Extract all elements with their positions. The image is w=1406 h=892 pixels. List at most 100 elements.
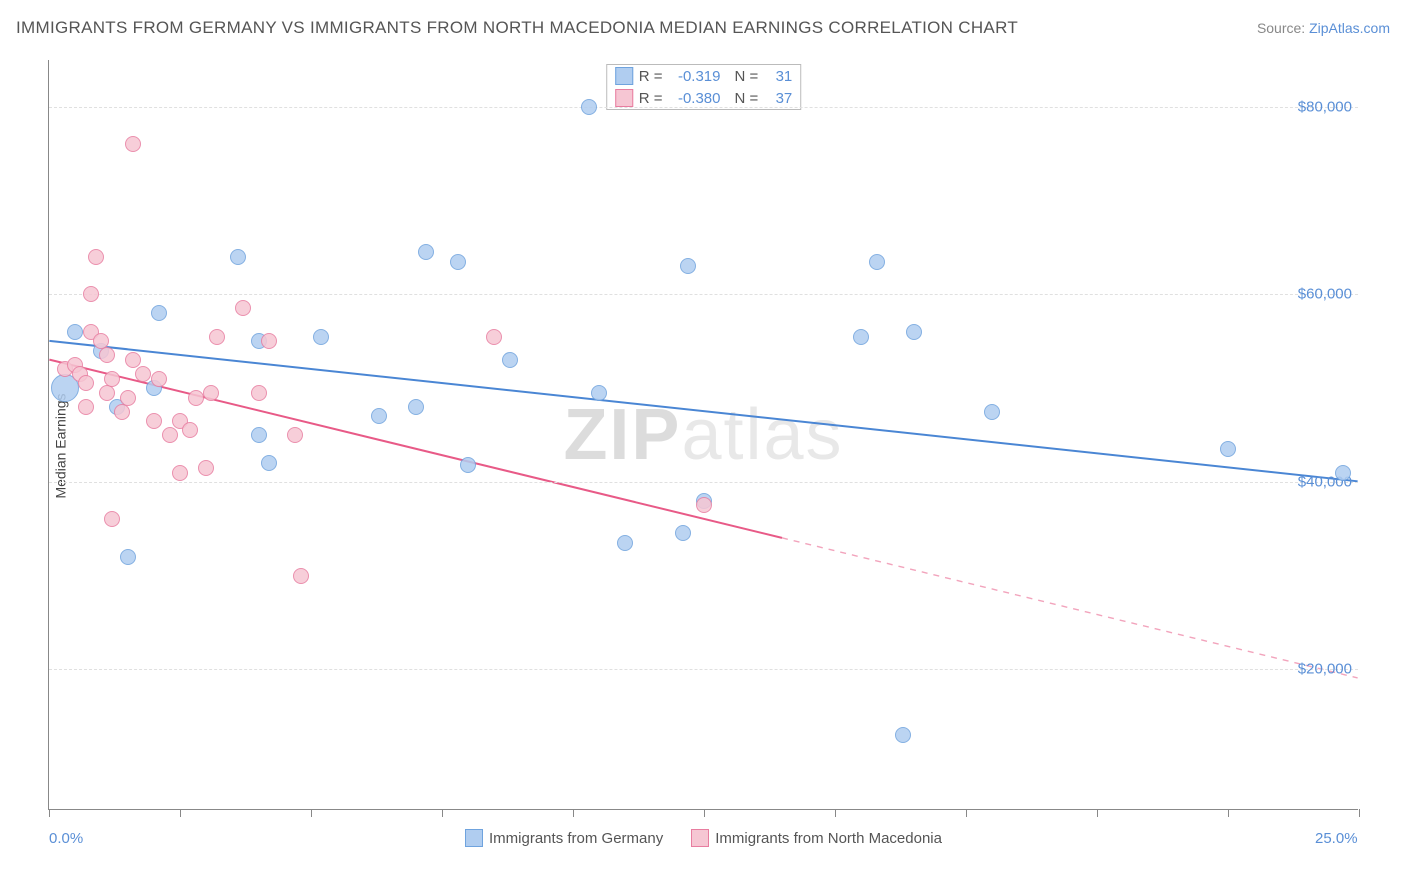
x-tick bbox=[1097, 809, 1098, 817]
stats-N-label: N = bbox=[735, 90, 759, 107]
legend-label-1: Immigrants from North Macedonia bbox=[715, 830, 942, 847]
trend-lines bbox=[49, 60, 1358, 809]
stats-N-value-1: 37 bbox=[764, 90, 792, 107]
x-tick bbox=[835, 809, 836, 817]
data-point-series-0 bbox=[581, 99, 597, 115]
source-link[interactable]: ZipAtlas.com bbox=[1309, 20, 1390, 36]
data-point-series-1 bbox=[78, 375, 94, 391]
x-tick bbox=[311, 809, 312, 817]
x-tick bbox=[49, 809, 50, 817]
data-point-series-1 bbox=[88, 249, 104, 265]
stats-N-value-0: 31 bbox=[764, 68, 792, 85]
y-gridline bbox=[49, 482, 1358, 483]
data-point-series-0 bbox=[591, 385, 607, 401]
data-point-series-1 bbox=[203, 385, 219, 401]
data-point-series-1 bbox=[198, 460, 214, 476]
watermark-atlas: atlas bbox=[681, 395, 843, 475]
y-gridline bbox=[49, 669, 1358, 670]
data-point-series-0 bbox=[450, 254, 466, 270]
data-point-series-0 bbox=[371, 408, 387, 424]
data-point-series-0 bbox=[869, 254, 885, 270]
x-tick bbox=[1359, 809, 1360, 817]
data-point-series-1 bbox=[104, 511, 120, 527]
y-tick-label: $80,000 bbox=[1298, 98, 1352, 115]
y-tick-label: $60,000 bbox=[1298, 286, 1352, 303]
data-point-series-1 bbox=[486, 329, 502, 345]
data-point-series-1 bbox=[209, 329, 225, 345]
data-point-series-0 bbox=[251, 427, 267, 443]
data-point-series-0 bbox=[906, 324, 922, 340]
x-tick bbox=[180, 809, 181, 817]
x-tick-label: 0.0% bbox=[49, 830, 83, 847]
data-point-series-1 bbox=[251, 385, 267, 401]
data-point-series-1 bbox=[135, 366, 151, 382]
data-point-series-0 bbox=[120, 549, 136, 565]
watermark: ZIPatlas bbox=[563, 394, 843, 476]
swatch-series-1 bbox=[691, 829, 709, 847]
data-point-series-0 bbox=[230, 249, 246, 265]
data-point-series-1 bbox=[162, 427, 178, 443]
x-tick bbox=[966, 809, 967, 817]
watermark-zip: ZIP bbox=[563, 395, 681, 475]
data-point-series-1 bbox=[293, 568, 309, 584]
data-point-series-1 bbox=[114, 404, 130, 420]
x-tick bbox=[704, 809, 705, 817]
data-point-series-0 bbox=[151, 305, 167, 321]
data-point-series-0 bbox=[984, 404, 1000, 420]
stats-row-series-1: R = -0.380 N = 37 bbox=[607, 87, 801, 109]
data-point-series-0 bbox=[460, 457, 476, 473]
x-tick bbox=[1228, 809, 1229, 817]
legend-label-0: Immigrants from Germany bbox=[489, 830, 663, 847]
data-point-series-0 bbox=[313, 329, 329, 345]
chart-plot-area: ZIPatlas R = -0.319 N = 31 R = -0.380 N … bbox=[48, 60, 1358, 810]
x-tick-label: 25.0% bbox=[1315, 830, 1358, 847]
source-attribution: Source: ZipAtlas.com bbox=[1257, 20, 1390, 36]
stats-row-series-0: R = -0.319 N = 31 bbox=[607, 65, 801, 87]
data-point-series-0 bbox=[418, 244, 434, 260]
source-prefix: Source: bbox=[1257, 20, 1309, 36]
data-point-series-1 bbox=[172, 465, 188, 481]
data-point-series-0 bbox=[67, 324, 83, 340]
data-point-series-1 bbox=[78, 399, 94, 415]
header: IMMIGRANTS FROM GERMANY VS IMMIGRANTS FR… bbox=[16, 18, 1390, 38]
data-point-series-1 bbox=[146, 413, 162, 429]
y-tick-label: $20,000 bbox=[1298, 661, 1352, 678]
data-point-series-0 bbox=[853, 329, 869, 345]
legend-item-0: Immigrants from Germany bbox=[465, 829, 663, 847]
data-point-series-0 bbox=[675, 525, 691, 541]
stats-R-label: R = bbox=[639, 90, 663, 107]
legend-item-1: Immigrants from North Macedonia bbox=[691, 829, 942, 847]
data-point-series-0 bbox=[1335, 465, 1351, 481]
x-tick bbox=[442, 809, 443, 817]
stats-box: R = -0.319 N = 31 R = -0.380 N = 37 bbox=[606, 64, 802, 110]
stats-R-label: R = bbox=[639, 68, 663, 85]
data-point-series-1 bbox=[287, 427, 303, 443]
y-gridline bbox=[49, 107, 1358, 108]
data-point-series-1 bbox=[104, 371, 120, 387]
data-point-series-1 bbox=[83, 286, 99, 302]
data-point-series-1 bbox=[696, 497, 712, 513]
data-point-series-0 bbox=[502, 352, 518, 368]
data-point-series-1 bbox=[182, 422, 198, 438]
stats-R-value-1: -0.380 bbox=[669, 90, 721, 107]
x-tick bbox=[573, 809, 574, 817]
trend-line-series-0 bbox=[49, 341, 1357, 481]
data-point-series-1 bbox=[261, 333, 277, 349]
page-title: IMMIGRANTS FROM GERMANY VS IMMIGRANTS FR… bbox=[16, 18, 1018, 38]
data-point-series-0 bbox=[617, 535, 633, 551]
data-point-series-1 bbox=[99, 385, 115, 401]
data-point-series-1 bbox=[188, 390, 204, 406]
data-point-series-0 bbox=[408, 399, 424, 415]
trend-line-extrapolation-series-1 bbox=[782, 538, 1358, 678]
data-point-series-0 bbox=[680, 258, 696, 274]
stats-N-label: N = bbox=[735, 68, 759, 85]
data-point-series-1 bbox=[120, 390, 136, 406]
data-point-series-1 bbox=[99, 347, 115, 363]
data-point-series-0 bbox=[1220, 441, 1236, 457]
stats-R-value-0: -0.319 bbox=[669, 68, 721, 85]
data-point-series-0 bbox=[895, 727, 911, 743]
data-point-series-0 bbox=[261, 455, 277, 471]
page-root: IMMIGRANTS FROM GERMANY VS IMMIGRANTS FR… bbox=[0, 0, 1406, 892]
swatch-series-0 bbox=[465, 829, 483, 847]
swatch-series-0 bbox=[615, 67, 633, 85]
